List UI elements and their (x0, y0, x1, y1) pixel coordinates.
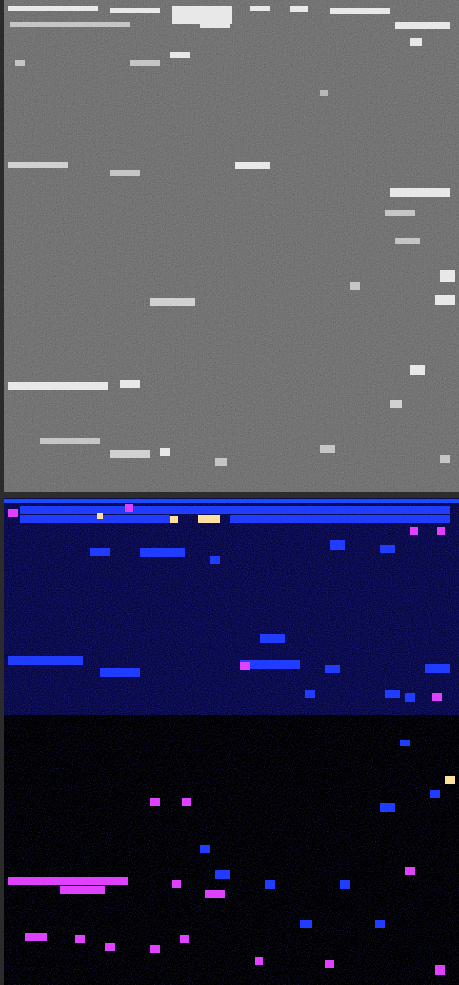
panel-noise (4, 0, 459, 492)
page (0, 0, 459, 985)
grayscale-panel (4, 0, 459, 492)
false-color-panel (4, 498, 459, 985)
lower-noise (4, 715, 459, 985)
upper-noise (4, 498, 459, 715)
separator (0, 492, 459, 498)
micrograph-view (0, 0, 459, 985)
top-edge (4, 499, 459, 503)
